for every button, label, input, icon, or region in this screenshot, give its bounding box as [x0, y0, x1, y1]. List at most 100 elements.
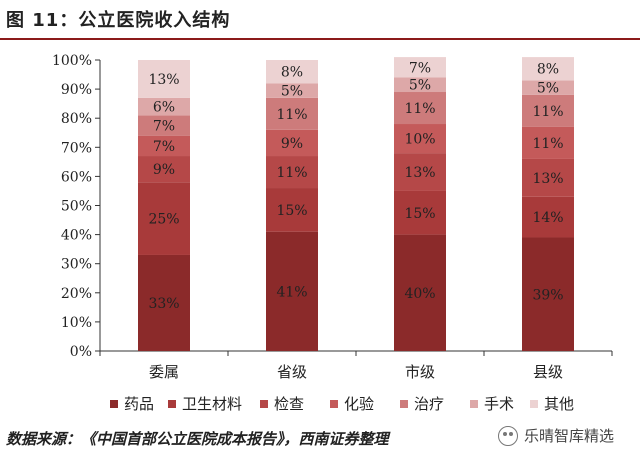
bar-segment: [138, 115, 190, 136]
bar-segment: [266, 129, 318, 157]
bar-segment: [138, 156, 190, 183]
legend-label: 治疗: [414, 395, 445, 413]
chart-title: 图 11：公立医院收入结构: [6, 10, 231, 31]
y-tick-label: 80%: [61, 111, 92, 127]
legend-swatch: [260, 399, 268, 408]
legend-item: 药品: [110, 393, 154, 414]
bar-segment: [394, 77, 446, 93]
data-label: 10%: [404, 132, 435, 148]
category-label: 省级: [277, 363, 307, 381]
bar-segment: [522, 237, 574, 351]
legend-item: 其他: [530, 393, 574, 414]
y-tick-label: 40%: [61, 228, 92, 244]
bar-segment: [138, 254, 190, 351]
bar-segment: [138, 182, 190, 255]
data-label: 40%: [404, 286, 435, 302]
bar-segment: [522, 57, 574, 81]
legend-swatch: [110, 399, 118, 408]
bar-segment: [522, 126, 574, 159]
y-tick-label: 90%: [61, 82, 92, 98]
data-label: 11%: [404, 101, 435, 117]
data-label: 41%: [276, 284, 307, 300]
data-label: 13%: [148, 72, 179, 88]
data-label: 33%: [148, 296, 179, 312]
data-label: 7%: [153, 118, 175, 134]
data-label: 15%: [276, 203, 307, 219]
data-label: 25%: [148, 212, 179, 228]
data-label: 5%: [281, 84, 303, 100]
bar-segment: [266, 231, 318, 351]
wechat-icon: [498, 425, 518, 446]
data-label: 11%: [276, 107, 307, 123]
legend-item: 化验: [330, 393, 374, 414]
bar-segment: [138, 60, 190, 98]
y-tick-label: 20%: [61, 286, 92, 302]
legend-swatch: [400, 399, 408, 408]
watermark: 乐晴智库精选: [498, 425, 614, 446]
bar-segment: [138, 135, 190, 157]
y-tick-label: 50%: [61, 199, 92, 215]
data-label: 9%: [281, 136, 303, 152]
legend: 药品 卫生材料 检查 化验 治疗 手术 其他: [110, 393, 630, 415]
bar-segment: [522, 196, 574, 238]
y-tick-label: 30%: [61, 257, 92, 273]
data-label: 5%: [409, 78, 431, 94]
data-label: 9%: [153, 162, 175, 178]
y-tick-label: 70%: [61, 140, 92, 156]
data-label: 8%: [537, 62, 559, 78]
data-label: 6%: [153, 100, 175, 116]
source-note: 数据来源：《中国首部公立医院成本报告》，西南证券整理: [6, 430, 389, 448]
y-tick-label: 60%: [61, 169, 92, 185]
legend-item: 治疗: [400, 393, 444, 414]
bar-segment: [394, 92, 446, 125]
data-label: 5%: [537, 81, 559, 97]
legend-item: 卫生材料: [168, 393, 242, 414]
data-label: 8%: [281, 65, 303, 81]
legend-label: 卫生材料: [182, 395, 243, 413]
bar-segment: [394, 234, 446, 351]
bar-segment: [394, 190, 446, 235]
data-label: 13%: [532, 171, 563, 187]
bar-segment: [394, 57, 446, 78]
data-label: 39%: [532, 287, 563, 303]
legend-label: 药品: [124, 395, 155, 413]
legend-item: 手术: [470, 393, 514, 414]
data-label: 13%: [404, 165, 435, 181]
legend-swatch: [168, 399, 176, 408]
bar-segment: [138, 97, 190, 116]
legend-swatch: [330, 399, 338, 408]
bar-segment: [266, 156, 318, 189]
bar-segment: [394, 153, 446, 191]
bar-segment: [394, 124, 446, 154]
category-label: 市级: [405, 363, 435, 381]
legend-label: 化验: [344, 395, 375, 413]
data-label: 7%: [153, 139, 175, 155]
data-label: 11%: [532, 104, 563, 120]
bar-segment: [266, 60, 318, 84]
bar-segment: [266, 188, 318, 232]
legend-swatch: [530, 399, 538, 408]
data-label: 14%: [532, 210, 563, 226]
title-rule: [0, 38, 640, 40]
legend-label: 其他: [544, 395, 575, 413]
y-tick-label: 100%: [52, 53, 92, 69]
category-label: 县级: [533, 363, 563, 381]
legend-swatch: [470, 399, 478, 408]
bar-segment: [522, 158, 574, 197]
bar-segment: [266, 83, 318, 98]
stacked-bar-chart: 0% 10% 20% 30% 40% 50% 60% 70% 80% 90% 100% 33% 25% 9…: [52, 53, 613, 381]
data-label: 15%: [404, 206, 435, 222]
bar-segment: [522, 94, 574, 127]
legend-item: 检查: [260, 393, 304, 414]
legend-label: 检查: [274, 395, 305, 413]
data-label: 7%: [409, 60, 431, 76]
y-tick-label: 0%: [70, 344, 92, 360]
data-label: 11%: [532, 136, 563, 152]
watermark-text: 乐晴智库精选: [524, 427, 615, 445]
legend-label: 手术: [484, 395, 515, 413]
bar-segment: [266, 97, 318, 130]
category-label: 委属: [149, 363, 179, 381]
bar-segment: [522, 80, 574, 95]
data-label: 11%: [276, 165, 307, 181]
y-tick-label: 10%: [61, 315, 92, 331]
